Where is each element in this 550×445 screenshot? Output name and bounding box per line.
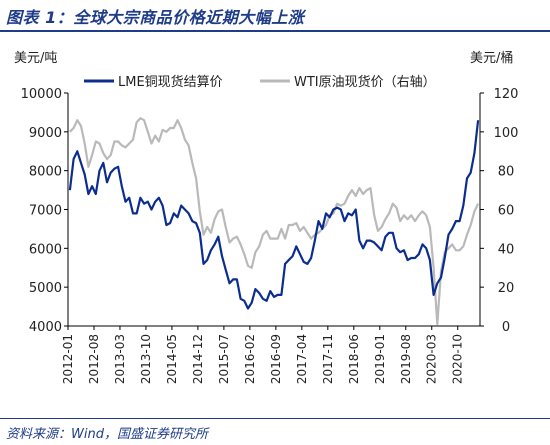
right-tick-label: 60: [498, 204, 515, 219]
footer-rule: [0, 418, 550, 419]
x-tick-label: 2017-11: [321, 334, 335, 384]
left-tick-label: 9000: [29, 126, 62, 141]
right-tick-label: 80: [498, 165, 515, 180]
title-rule: [0, 30, 550, 32]
x-tick-label: 2017-04: [295, 334, 309, 384]
x-tick-label: 2016-09: [269, 334, 283, 384]
series-layer: [68, 117, 480, 326]
x-tick-label: 2015-07: [217, 334, 231, 384]
series-line-wti: [69, 117, 480, 326]
x-tick-label: 2020-10: [451, 334, 465, 384]
right-tick-label: 100: [494, 126, 519, 141]
x-tick-label: 2012-01: [61, 334, 75, 384]
left-tick-label: 8000: [29, 165, 62, 180]
x-tick-label: 2019-08: [399, 334, 413, 384]
x-tick-label: 2018-06: [347, 334, 361, 384]
legend-label-wti: WTI原油现货价（右轴）: [294, 74, 436, 90]
legend-label-lme: LME铜现货结算价: [118, 74, 223, 90]
x-tick-label: 2013-03: [113, 334, 127, 384]
legend: LME铜现货结算价 WTI原油现货价（右轴）: [84, 74, 436, 90]
series-line-lme: [68, 120, 480, 310]
left-tick-label: 5000: [29, 281, 62, 296]
left-tick-label: 6000: [29, 242, 62, 257]
x-tick-label: 2014-12: [191, 334, 205, 384]
left-tick-label: 4000: [29, 320, 62, 335]
left-tick-label: 10000: [21, 87, 62, 102]
x-tick-label: 2020-03: [425, 334, 439, 384]
x-tick-label: 2013-10: [139, 334, 153, 384]
right-axis-unit: 美元/桶: [470, 51, 513, 66]
chart-title: 图表 1：全球大宗商品价格近期大幅上涨: [6, 8, 305, 27]
x-tick-label: 2019-01: [373, 334, 387, 384]
left-axis-unit: 美元/吨: [14, 51, 57, 66]
x-tick-label: 2012-08: [87, 334, 101, 384]
source-note: 资料来源：Wind，国盛证券研究所: [6, 427, 208, 442]
right-tick-label: 0: [502, 320, 510, 335]
axes: 4000 5000 6000 7000 8000 9000 10000 0 20 40 60 80 10…: [21, 87, 519, 384]
right-tick-label: 120: [494, 87, 519, 102]
left-tick-label: 7000: [29, 204, 62, 219]
right-tick-label: 40: [498, 242, 515, 257]
x-tick-label: 2016-02: [243, 334, 257, 384]
right-tick-label: 20: [498, 281, 515, 296]
x-tick-label: 2014-05: [165, 334, 179, 384]
